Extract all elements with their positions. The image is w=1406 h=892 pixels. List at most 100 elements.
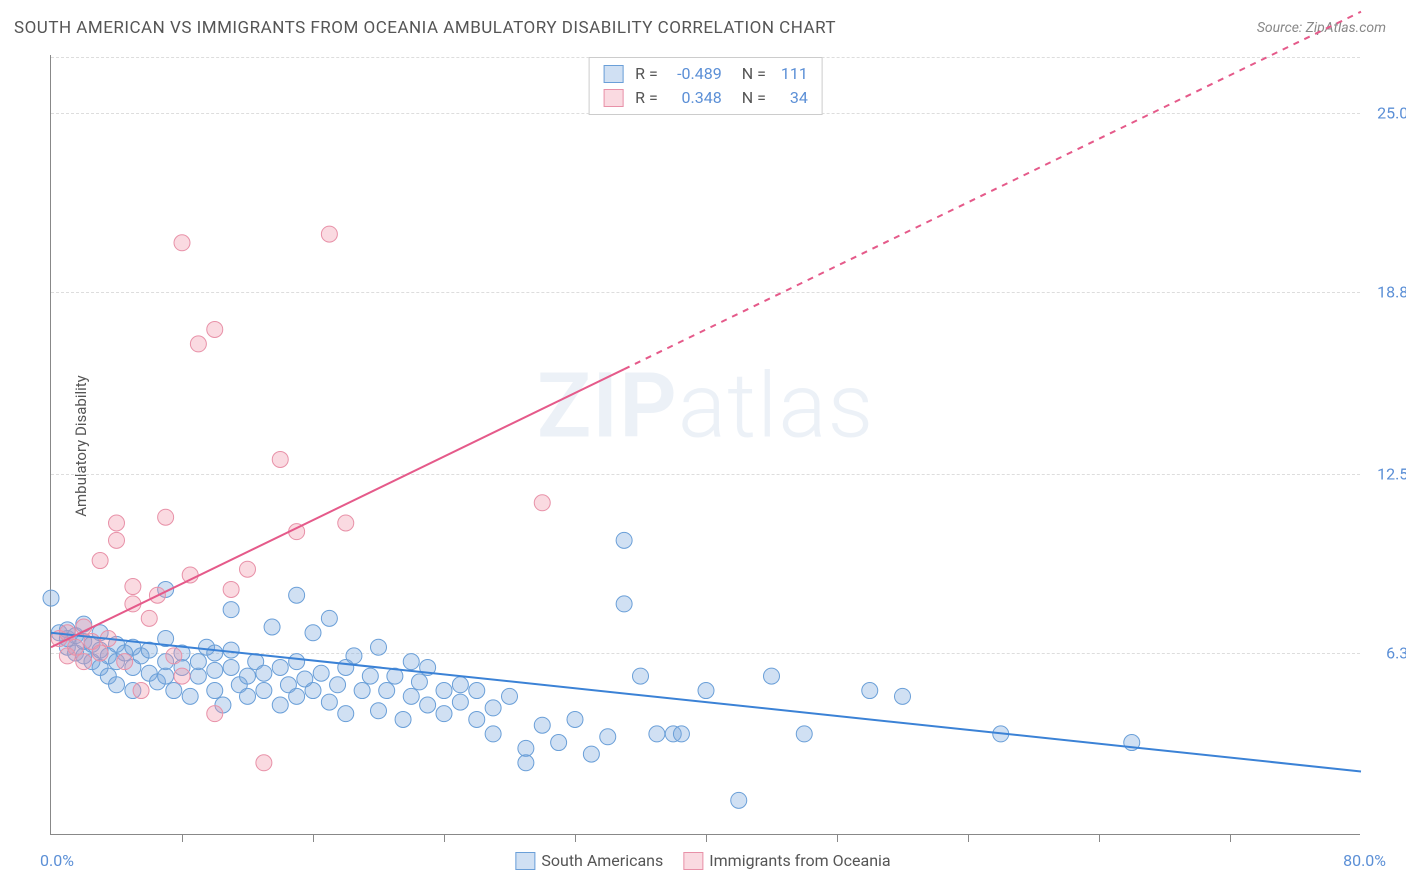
data-point: [436, 706, 452, 722]
data-point: [321, 610, 337, 626]
bottom-legend: South Americans Immigrants from Oceania: [515, 851, 890, 870]
data-point: [633, 668, 649, 684]
data-point: [534, 717, 550, 733]
data-point: [485, 700, 501, 716]
data-point: [207, 683, 223, 699]
x-tick: [1230, 834, 1231, 842]
data-point: [158, 509, 174, 525]
stats-row-2: R = 0.348 N = 34: [603, 86, 808, 110]
data-point: [272, 451, 288, 467]
swatch-series-2: [683, 852, 703, 870]
data-point: [141, 610, 157, 626]
legend-item-1: South Americans: [515, 851, 663, 870]
stats-row-1: R = -0.489 N = 111: [603, 62, 808, 86]
x-tick: [837, 834, 838, 842]
data-point: [567, 711, 583, 727]
data-point: [109, 515, 125, 531]
data-point: [518, 755, 534, 771]
x-tick: [182, 834, 183, 842]
data-point: [43, 590, 59, 606]
r-label: R =: [635, 62, 658, 86]
x-tick: [968, 834, 969, 842]
data-point: [207, 645, 223, 661]
data-point: [117, 654, 133, 670]
data-point: [240, 668, 256, 684]
data-point: [330, 677, 346, 693]
data-point: [502, 688, 518, 704]
plot-area: ZIPatlas 6.3%12.5%18.8%25.0% R = -0.489 …: [50, 55, 1360, 835]
r-value-1: -0.489: [666, 62, 722, 86]
chart-container: SOUTH AMERICAN VS IMMIGRANTS FROM OCEANI…: [0, 0, 1406, 892]
data-point: [518, 740, 534, 756]
data-point: [109, 532, 125, 548]
data-point: [436, 683, 452, 699]
data-point: [616, 596, 632, 612]
source-prefix: Source:: [1257, 20, 1306, 36]
data-point: [698, 683, 714, 699]
data-point: [583, 746, 599, 762]
data-point: [534, 495, 550, 511]
data-point: [551, 735, 567, 751]
data-point: [174, 235, 190, 251]
legend-label-1: South Americans: [541, 851, 663, 870]
data-point: [764, 668, 780, 684]
data-point: [76, 619, 92, 635]
n-value-1: 111: [774, 62, 808, 86]
data-point: [452, 694, 468, 710]
data-point: [223, 581, 239, 597]
data-point: [223, 659, 239, 675]
y-tick-label: 18.8%: [1365, 282, 1406, 301]
legend-label-2: Immigrants from Oceania: [709, 851, 890, 870]
data-point: [166, 648, 182, 664]
data-point: [240, 688, 256, 704]
stats-box: R = -0.489 N = 111 R = 0.348 N = 34: [588, 57, 823, 115]
data-point: [190, 654, 206, 670]
data-point: [420, 697, 436, 713]
data-point: [731, 792, 747, 808]
data-point: [403, 654, 419, 670]
data-point: [649, 726, 665, 742]
data-point: [182, 688, 198, 704]
data-point: [469, 711, 485, 727]
x-min-label: 0.0%: [40, 851, 74, 870]
data-point: [321, 226, 337, 242]
n-value-2: 34: [774, 86, 808, 110]
data-point: [256, 683, 272, 699]
data-point: [190, 668, 206, 684]
data-point: [616, 532, 632, 548]
data-point: [371, 703, 387, 719]
data-point: [158, 668, 174, 684]
data-point: [207, 662, 223, 678]
chart-svg: [51, 55, 1360, 834]
data-point: [362, 668, 378, 684]
data-point: [264, 619, 280, 635]
n-label: N =: [742, 86, 766, 110]
data-point: [109, 677, 125, 693]
data-point: [452, 677, 468, 693]
data-point: [256, 665, 272, 681]
data-point: [240, 561, 256, 577]
chart-title: SOUTH AMERICAN VS IMMIGRANTS FROM OCEANI…: [14, 18, 836, 38]
data-point: [305, 683, 321, 699]
y-tick-label: 12.5%: [1365, 464, 1406, 483]
data-point: [166, 683, 182, 699]
data-point: [92, 645, 108, 661]
x-tick: [313, 834, 314, 842]
data-point: [796, 726, 812, 742]
r-value-2: 0.348: [666, 86, 722, 110]
data-point: [207, 321, 223, 337]
data-point: [289, 654, 305, 670]
data-point: [305, 625, 321, 641]
data-point: [125, 579, 141, 595]
data-point: [223, 602, 239, 618]
data-point: [207, 706, 223, 722]
data-point: [895, 688, 911, 704]
data-point: [411, 674, 427, 690]
data-point: [862, 683, 878, 699]
data-point: [289, 587, 305, 603]
y-tick-label: 25.0%: [1365, 103, 1406, 122]
data-point: [174, 668, 190, 684]
data-point: [354, 683, 370, 699]
data-point: [289, 688, 305, 704]
data-point: [92, 553, 108, 569]
